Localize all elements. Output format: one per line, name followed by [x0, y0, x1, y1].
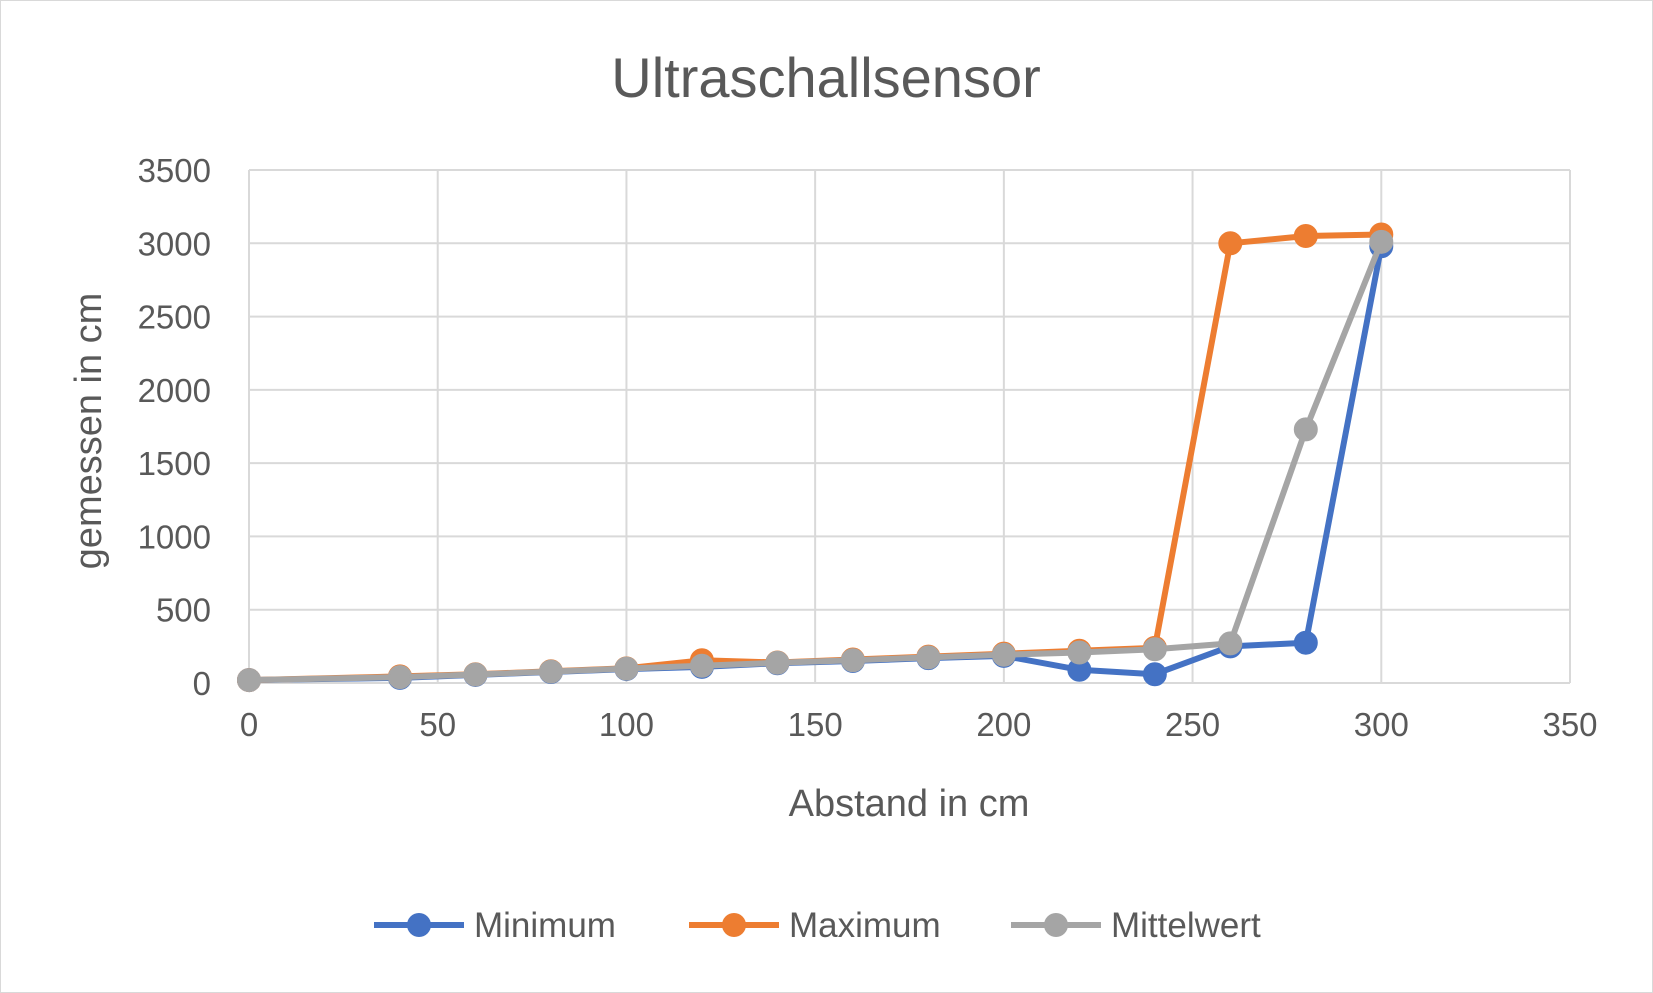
x-tick-label: 200: [976, 706, 1031, 743]
series-mittelwert: [237, 229, 1394, 693]
data-point: [1293, 630, 1318, 655]
y-axis-title: gemessen in cm: [68, 293, 110, 570]
data-point: [689, 653, 714, 678]
data-point: [1142, 662, 1167, 687]
y-tick-label: 500: [156, 592, 211, 629]
y-tick-label: 3500: [138, 152, 211, 189]
data-point: [1142, 637, 1167, 662]
data-point: [237, 668, 261, 693]
legend-label: Minimum: [474, 906, 616, 945]
data-point: [538, 659, 563, 684]
y-tick-label: 1500: [138, 445, 211, 482]
x-tick-label: 100: [599, 706, 654, 743]
legend-item-maximum: Maximum: [689, 906, 941, 945]
x-tick-label: 150: [788, 706, 843, 743]
x-tick-label: 0: [240, 706, 258, 743]
chart-title: Ultraschallsensor: [611, 46, 1041, 109]
legend-item-mittelwert: Mittelwert: [1011, 906, 1261, 945]
legend-item-minimum: Minimum: [374, 906, 616, 945]
y-tick-label: 3000: [138, 225, 211, 262]
legend-marker: [722, 913, 746, 937]
data-point: [614, 656, 639, 681]
y-tick-label: 1000: [138, 518, 211, 555]
data-point: [765, 650, 790, 675]
x-tick-label: 300: [1354, 706, 1409, 743]
data-point: [1218, 231, 1243, 256]
y-tick-labels: 0 500 1000 1500 2000 2500 3000 3500: [138, 152, 211, 702]
y-tick-label: 2000: [138, 372, 211, 409]
series-layer: [237, 222, 1394, 693]
data-point: [1293, 417, 1318, 442]
data-point: [1293, 223, 1318, 248]
y-tick-label: 2500: [138, 299, 211, 336]
data-point: [916, 645, 941, 670]
x-tick-label: 350: [1542, 706, 1597, 743]
data-point: [463, 662, 488, 687]
data-point: [1067, 640, 1092, 665]
legend-label: Mittelwert: [1111, 906, 1261, 945]
data-point: [387, 665, 412, 690]
data-point: [991, 642, 1016, 667]
x-tick-labels: 0 50 100 150 200 250 300 350: [240, 706, 1598, 743]
data-point: [1369, 229, 1394, 254]
legend-label: Maximum: [789, 906, 941, 945]
x-tick-label: 250: [1165, 706, 1220, 743]
x-tick-label: 50: [419, 706, 456, 743]
data-point: [840, 648, 865, 673]
legend-marker: [407, 913, 431, 937]
x-axis-title: Abstand in cm: [789, 783, 1030, 825]
data-point: [1218, 631, 1243, 656]
legend-marker: [1044, 913, 1068, 937]
y-tick-label: 0: [193, 665, 211, 702]
legend: Minimum Maximum Mittelwert: [374, 906, 1261, 945]
